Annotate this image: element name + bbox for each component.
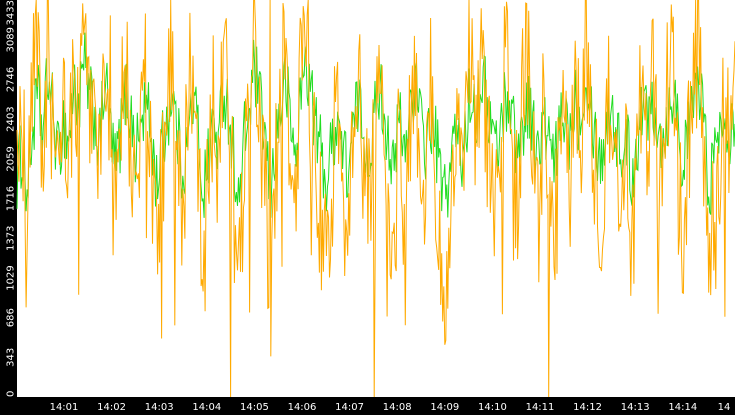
y-axis: 0 343 686 1029 1373 1716 2059 2403 2746 3089 3433	[6, 0, 17, 397]
y-tick-label: 0	[6, 391, 17, 397]
y-tick-label: 2746	[6, 67, 17, 92]
y-tick-label: 1373	[6, 225, 17, 250]
x-tick-label: 14:01	[50, 402, 79, 413]
x-tick-label: 14:04	[192, 402, 221, 413]
y-tick-label: 2403	[6, 106, 17, 131]
x-tick-label: 14:05	[240, 402, 269, 413]
y-tick-label: 2059	[6, 146, 17, 171]
x-tick-label: 14:10	[478, 402, 507, 413]
x-tick-label: 14:13	[621, 402, 650, 413]
x-tick-label: 14:12	[573, 402, 602, 413]
x-tick-label: 14:02	[97, 402, 126, 413]
x-tick-label: 14:14	[668, 402, 697, 413]
x-tick-label: 14	[718, 402, 731, 413]
series-layer	[16, 0, 735, 398]
y-tick-label: 343	[6, 348, 17, 367]
y-tick-label: 3433	[6, 0, 17, 25]
y-tick-label: 1029	[6, 265, 17, 290]
y-tick-label: 1716	[6, 186, 17, 211]
series-orange-line	[16, 0, 735, 398]
x-axis: 14:01 14:02 14:03 14:04 14:05 14:06 14:07 14:08…	[50, 402, 731, 413]
x-tick-label: 14:03	[145, 402, 174, 413]
y-tick-label: 3089	[6, 27, 17, 52]
y-tick-label: 686	[6, 308, 17, 327]
x-tick-label: 14:11	[526, 402, 555, 413]
x-tick-label: 14:06	[288, 402, 317, 413]
x-tick-label: 14:09	[430, 402, 459, 413]
x-tick-label: 14:07	[335, 402, 364, 413]
x-tick-label: 14:08	[383, 402, 412, 413]
